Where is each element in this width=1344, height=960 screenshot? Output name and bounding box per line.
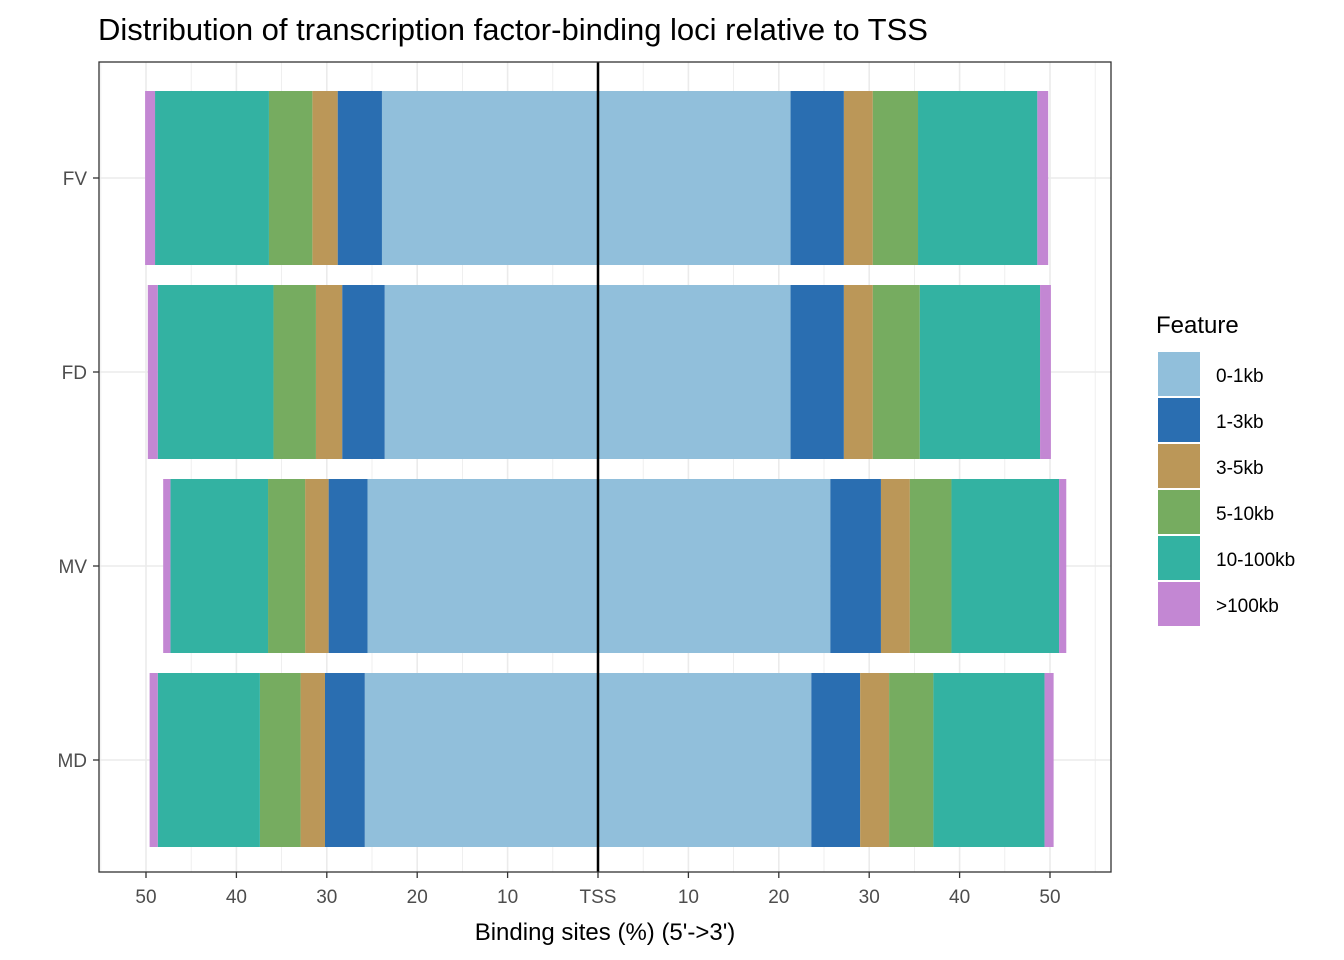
- bar-fd-upstream-35kb: [315, 285, 343, 459]
- bar-mv-downstream-01kb: [598, 479, 831, 653]
- x-tick-label: 30: [316, 887, 337, 908]
- legend-key-35kb: [1158, 444, 1200, 488]
- bar-mv-upstream-510kb: [268, 479, 306, 653]
- bar-mv-downstream-10100kb: [951, 479, 1060, 653]
- bar-mv-downstream-510kb: [909, 479, 952, 653]
- legend-key-100kb: [1158, 582, 1200, 626]
- bar-md-downstream-100kb: [1044, 673, 1054, 847]
- bar-fd-upstream-510kb: [273, 285, 316, 459]
- bar-fd-downstream-10100kb: [919, 285, 1041, 459]
- bar-fv-upstream-10100kb: [155, 91, 269, 265]
- bar-fd-downstream-100kb: [1040, 285, 1051, 459]
- bar-fv-downstream-01kb: [598, 91, 791, 265]
- bar-mv-upstream-13kb: [328, 479, 368, 653]
- x-tick-label: 50: [135, 887, 156, 908]
- x-tick-label: 20: [768, 887, 789, 908]
- bar-fv-downstream-35kb: [843, 91, 873, 265]
- bar-fv-downstream-100kb: [1037, 91, 1049, 265]
- bar-fd-upstream-01kb: [384, 285, 598, 459]
- plot-border: [98, 61, 1112, 873]
- bar-mv-upstream-35kb: [305, 479, 329, 653]
- legend: Feature 0-1kb 1-3kb 3-5kb 5-10kb 10-100kb >10…: [1156, 312, 1295, 626]
- legend-key-510kb: [1158, 490, 1200, 534]
- bar-mv-downstream-100kb: [1059, 479, 1067, 653]
- x-tick-label: 10: [678, 887, 699, 908]
- y-tick-label-fd: FD: [62, 363, 87, 384]
- bar-fv-upstream-100kb: [145, 91, 156, 265]
- bar-md-downstream-10100kb: [933, 673, 1045, 847]
- x-tick-label: 20: [407, 887, 428, 908]
- bar-mv-upstream-01kb: [367, 479, 598, 653]
- legend-label: 1-3kb: [1216, 412, 1264, 433]
- bar-fv-upstream-01kb: [381, 91, 598, 265]
- bar-md-upstream-510kb: [259, 673, 301, 847]
- legend-label: 3-5kb: [1216, 458, 1264, 479]
- bar-md-upstream-35kb: [300, 673, 325, 847]
- legend-label: 5-10kb: [1216, 504, 1274, 525]
- bar-fv-downstream-510kb: [872, 91, 919, 265]
- bar-md-downstream-510kb: [889, 673, 934, 847]
- legend-key-01kb: [1158, 352, 1200, 396]
- bar-fd-downstream-13kb: [790, 285, 844, 459]
- x-tick-label: TSS: [580, 887, 617, 908]
- legend-key-13kb: [1158, 398, 1200, 442]
- bar-fd-downstream-510kb: [872, 285, 920, 459]
- y-tick-label-mv: MV: [59, 557, 88, 578]
- bar-fd-downstream-35kb: [843, 285, 873, 459]
- x-tick-label: 50: [1039, 887, 1060, 908]
- bar-fv-downstream-10100kb: [918, 91, 1038, 265]
- bar-mv-downstream-13kb: [830, 479, 881, 653]
- x-tick-label: 40: [226, 887, 247, 908]
- bar-mv-upstream-10100kb: [170, 479, 269, 653]
- bar-mv-upstream-100kb: [163, 479, 171, 653]
- x-tick-label: 30: [859, 887, 880, 908]
- bar-fd-upstream-100kb: [147, 285, 158, 459]
- x-tick-label: 10: [497, 887, 518, 908]
- bar-fd-upstream-13kb: [342, 285, 385, 459]
- bar-fv-upstream-35kb: [312, 91, 338, 265]
- y-tick-label-md: MD: [57, 751, 87, 772]
- y-tick-label-fv: FV: [63, 169, 88, 190]
- y-axis: FV FD MV MD: [57, 169, 99, 772]
- bar-md-downstream-01kb: [598, 673, 812, 847]
- bar-fv-upstream-13kb: [337, 91, 382, 265]
- legend-title: Feature: [1156, 312, 1239, 339]
- legend-key-10100kb: [1158, 536, 1200, 580]
- bar-md-upstream-10100kb: [157, 673, 260, 847]
- chart-title: Distribution of transcription factor-bin…: [98, 12, 928, 47]
- bar-fd-downstream-01kb: [598, 285, 791, 459]
- x-axis-title: Binding sites (%) (5'->3'): [475, 919, 736, 946]
- bar-mv-downstream-35kb: [880, 479, 910, 653]
- legend-label: 0-1kb: [1216, 366, 1264, 387]
- legend-label: 10-100kb: [1216, 550, 1295, 571]
- bar-md-upstream-100kb: [149, 673, 158, 847]
- bar-md-upstream-01kb: [364, 673, 598, 847]
- legend-label: >100kb: [1216, 596, 1279, 617]
- bar-md-downstream-35kb: [860, 673, 890, 847]
- x-axis: 50 40 30 20 10 TSS 10 20 30 40 50: [135, 872, 1061, 908]
- bar-md-downstream-13kb: [811, 673, 861, 847]
- bar-fv-downstream-13kb: [790, 91, 844, 265]
- bars: [145, 91, 1067, 847]
- x-tick-label: 40: [949, 887, 970, 908]
- bar-fd-upstream-10100kb: [157, 285, 274, 459]
- bar-md-upstream-13kb: [324, 673, 365, 847]
- bar-fv-upstream-510kb: [268, 91, 313, 265]
